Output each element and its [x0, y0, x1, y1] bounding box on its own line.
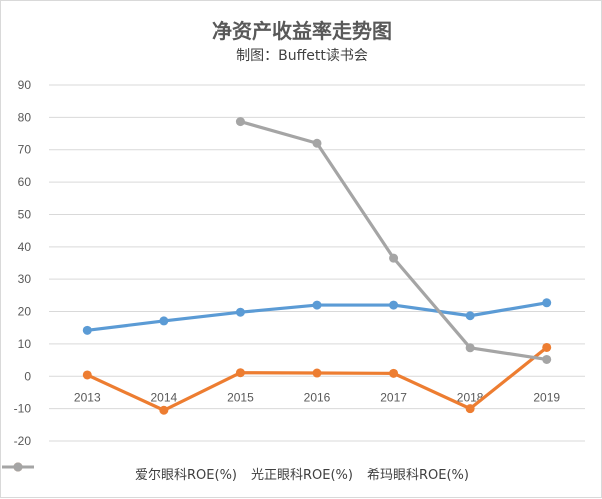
- x-tick-label: 2013: [74, 390, 101, 404]
- legend: 爱尔眼科ROE(%) 光正眼科ROE(%) 希玛眼科ROE(%): [1, 461, 602, 485]
- y-tick-label: 80: [18, 110, 32, 124]
- x-tick-label: 2018: [457, 390, 484, 404]
- legend-label: 光正眼科ROE(%): [251, 467, 353, 483]
- data-point: [235, 307, 245, 317]
- data-point: [389, 300, 399, 310]
- data-point: [235, 117, 245, 127]
- x-tick-label: 2014: [151, 390, 178, 404]
- data-point: [389, 368, 399, 378]
- data-point: [312, 138, 322, 148]
- y-tick-label: 10: [18, 337, 32, 351]
- data-point: [312, 368, 322, 378]
- data-point: [159, 316, 169, 326]
- legend-marker-icon: [2, 462, 34, 472]
- data-point: [465, 311, 475, 321]
- x-tick-label: 2015: [227, 390, 254, 404]
- data-point: [82, 325, 92, 335]
- data-point: [82, 370, 92, 380]
- y-tick-label: 30: [18, 272, 32, 286]
- data-point: [465, 404, 475, 414]
- data-point: [159, 405, 169, 415]
- legend-item: 希玛眼科ROE(%): [2, 462, 469, 483]
- x-tick-label: 2017: [380, 390, 407, 404]
- data-point: [542, 342, 552, 352]
- y-tick-label: 70: [18, 143, 32, 157]
- legend-label: 希玛眼科ROE(%): [366, 467, 469, 483]
- legend-item: 光正眼科ROE(%): [2, 462, 353, 483]
- chart-title: 净资产收益率走势图: [212, 19, 392, 43]
- data-point: [389, 253, 399, 263]
- data-point: [542, 298, 552, 308]
- legend-label: 爱尔眼科ROE(%): [135, 467, 237, 483]
- y-tick-label: -20: [14, 434, 32, 448]
- y-tick-label: -10: [14, 402, 32, 416]
- y-tick-label: 90: [18, 78, 32, 92]
- data-point: [235, 368, 245, 378]
- x-tick-label: 2016: [304, 390, 331, 404]
- series-line-3: [238, 119, 549, 362]
- y-tick-label: 50: [18, 207, 32, 221]
- x-tick-label: 2019: [533, 390, 560, 404]
- legend-item: 爱尔眼科ROE(%): [2, 462, 237, 483]
- y-tick-label: 0: [24, 369, 31, 383]
- chart-subtitle: 制图：Buffett读书会: [236, 48, 368, 64]
- y-tick-label: 60: [18, 175, 32, 189]
- y-tick-label: 20: [18, 305, 32, 319]
- y-tick-label: 40: [18, 240, 32, 254]
- data-point: [312, 300, 322, 310]
- data-point: [542, 354, 552, 364]
- data-point: [465, 343, 475, 353]
